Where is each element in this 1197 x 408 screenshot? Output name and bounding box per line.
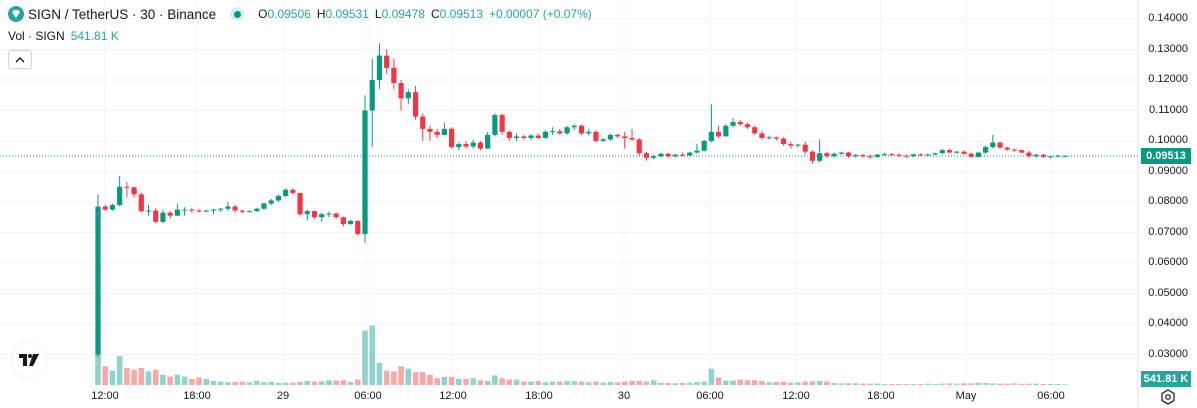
time-axis-label: 18:00 [867,390,895,402]
collapse-legend-button[interactable] [8,50,32,69]
chevron-up-icon [15,56,25,62]
volume-label: Vol · SIGN [8,29,65,43]
time-axis-label: 18:00 [183,390,211,402]
volume-badge: 541.81 K [1141,371,1191,387]
high-value: 0.09531 [325,7,369,21]
time-axis-label: 29 [276,390,290,402]
tradingview-logo[interactable] [11,342,47,378]
price-axis-label: 0.07000 [1148,225,1188,238]
time-axis-label: 06:00 [696,390,724,402]
symbol-title[interactable]: SIGN / TetherUS · 30 · Binance [28,6,217,22]
price-axis-label: 0.09000 [1148,164,1188,177]
sign-logo-icon [8,6,24,22]
price-axis-label: 0.10000 [1148,134,1188,146]
time-axis-label: 06:00 [354,390,382,402]
price-axis-label: 0.08000 [1148,195,1188,207]
price-axis-label: 0.12000 [1148,73,1188,85]
volume-value: 541.81 K [70,29,119,43]
open-value: 0.09506 [267,7,311,21]
time-axis-label: 12:00 [91,390,119,402]
low-value: 0.09478 [381,7,425,21]
price-axis-label: 0.13000 [1148,42,1188,55]
tradingview-logo-icon [19,354,39,366]
volume-legend[interactable]: Vol · SIGN 541.81 K [8,29,119,43]
price-axis-label: 0.05000 [1148,286,1188,299]
time-axis-label: May [955,390,977,402]
last-price-badge: 0.09513 [1141,148,1191,164]
chart-grid [0,0,1139,408]
candlesticks [95,43,1068,358]
symbol-legend: SIGN / TetherUS · 30 · Binance O0.09506 … [8,6,592,22]
ohlc-values: O0.09506 H0.09531 L0.09478 C0.09513 +0.0… [258,7,592,21]
time-axis-label: 12:00 [439,390,467,402]
market-status-icon[interactable] [230,7,245,21]
price-axis-label: 0.03000 [1148,347,1188,360]
close-value: 0.09513 [439,7,484,21]
change-value: +0.00007 (+0.07%) [489,7,592,21]
time-axis-label: 12:00 [782,390,810,402]
time-axis-label: 18:00 [525,390,553,402]
price-axis-label: 0.04000 [1148,317,1188,329]
price-axis-label: 0.11000 [1149,103,1188,116]
time-axis-label: 30 [617,390,631,402]
settings-icon[interactable] [1159,388,1177,406]
time-axis-label: 06:00 [1037,390,1065,402]
price-axis-label: 0.06000 [1148,256,1188,268]
price-axis-label: 0.14000 [1148,12,1188,24]
volume-bars [95,325,1068,385]
